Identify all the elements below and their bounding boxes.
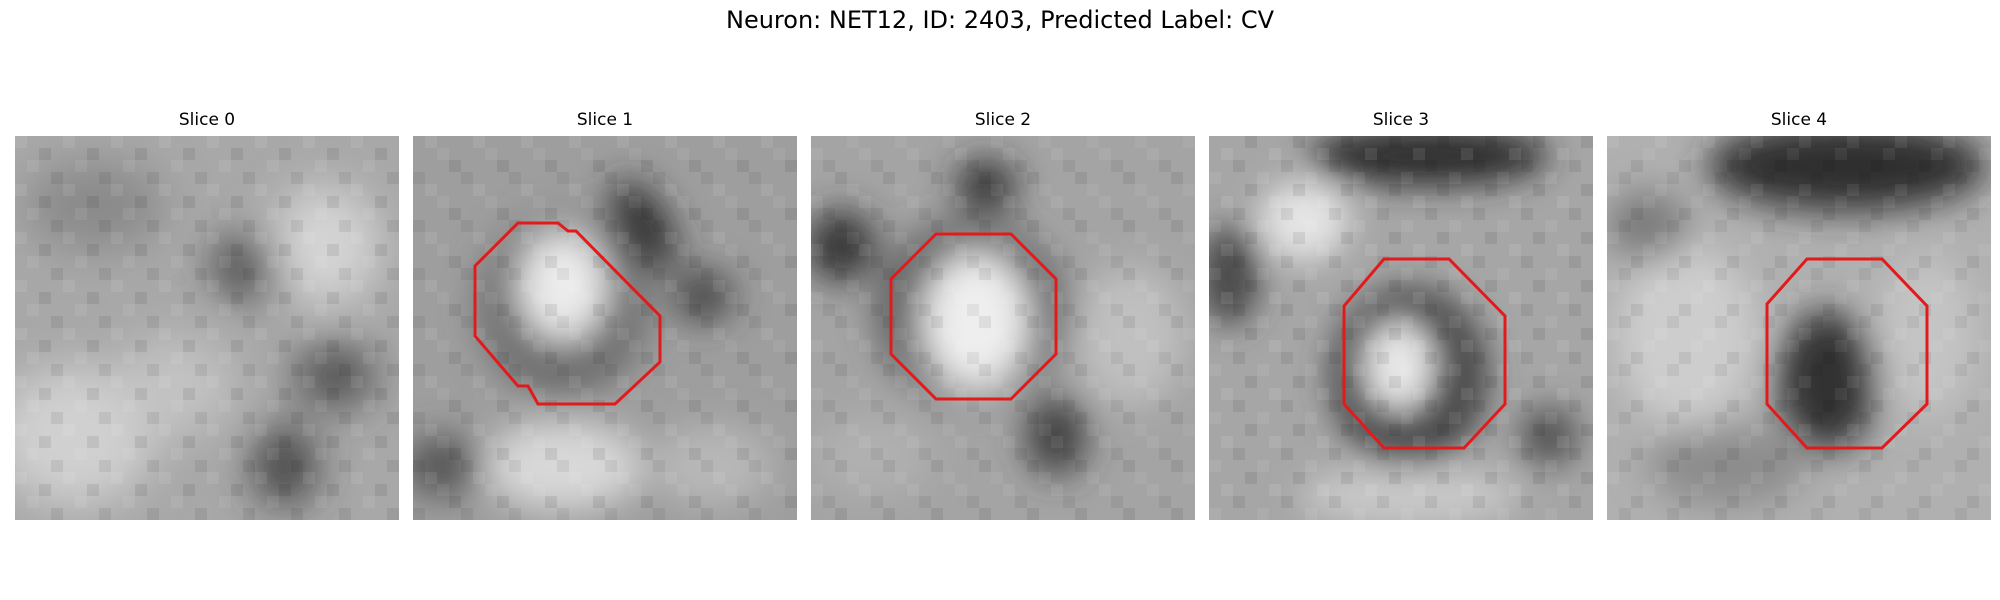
slice-panel-4: Slice 4 [1607, 108, 1991, 520]
slice-title: Slice 4 [1607, 108, 1991, 136]
slice-image [811, 136, 1195, 520]
figure-title: Neuron: NET12, ID: 2403, Predicted Label… [0, 6, 2000, 34]
slice-panel-3: Slice 3 [1209, 108, 1593, 520]
slice-image [1607, 136, 1991, 520]
slice-image [15, 136, 399, 520]
slice-title: Slice 2 [811, 108, 1195, 136]
slice-panel-1: Slice 1 [413, 108, 797, 520]
slice-image [413, 136, 797, 520]
slice-panel-2: Slice 2 [811, 108, 1195, 520]
slice-image [1209, 136, 1593, 520]
slice-title: Slice 0 [15, 108, 399, 136]
slice-panel-0: Slice 0 [15, 108, 399, 520]
slice-title: Slice 3 [1209, 108, 1593, 136]
slice-title: Slice 1 [413, 108, 797, 136]
